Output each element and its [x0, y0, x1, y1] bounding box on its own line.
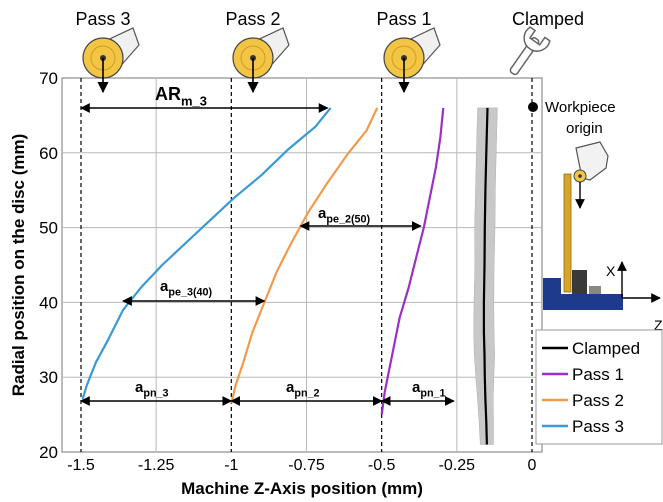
series-line-pass-1 — [380, 107, 445, 415]
y-axis-title: Radial position on the disc (mm) — [9, 134, 28, 397]
series-line-pass-2 — [230, 107, 379, 404]
z-direction-label: Z — [654, 317, 663, 333]
x-axis-title: Machine Z-Axis position (mm) — [181, 479, 423, 498]
x-tick-labels: -1.5 -1.25 -1 -0.75 -0.5 -0.25 0 — [67, 457, 536, 474]
tool-label-pass-3: Pass 3 — [75, 9, 130, 29]
machine-table — [543, 294, 623, 310]
clamped-variation-band — [473, 107, 498, 445]
y-tick-label: 40 — [39, 293, 58, 312]
legend-label: Clamped — [572, 339, 640, 358]
y-tick-label: 70 — [39, 69, 58, 88]
x-tick-label: -0.5 — [368, 457, 396, 474]
x-direction-label: X — [606, 263, 616, 279]
legend-label: Pass 3 — [572, 417, 624, 436]
series-line-pass-3 — [81, 107, 332, 400]
series-line-clamped — [482, 107, 489, 445]
dimension-label-a_pn_1: apn_1 — [412, 379, 446, 400]
x-tick-label: -1.25 — [138, 457, 175, 474]
tool-icon-pass-2 — [232, 27, 290, 94]
tool-label-pass-2: Pass 2 — [225, 9, 280, 29]
dimension-label-a_pe_2_50: ape_2(50) — [318, 205, 371, 226]
dimension-label-ar_m_3: ARm_3 — [155, 84, 207, 108]
tool-label-pass-1: Pass 1 — [376, 9, 431, 29]
machine-schematic: X Z — [543, 141, 663, 333]
y-tick-label: 30 — [39, 368, 58, 387]
dimension-annotations: ARm_3 ape_2(50) ape_3(40) apn_3 apn_2 apn_1 — [80, 84, 455, 406]
plot-frame — [61, 77, 543, 453]
dimension-label-a_pn_3: apn_3 — [135, 379, 169, 400]
tools — [82, 27, 441, 94]
workpiece-label-line2: origin — [566, 120, 603, 137]
y-tick-label: 20 — [39, 443, 58, 462]
y-tick-label: 60 — [39, 144, 58, 163]
wrench-icon — [509, 26, 551, 76]
series-lines — [81, 107, 489, 445]
legend-label: Pass 1 — [572, 365, 624, 384]
x-tick-label: 0 — [528, 457, 537, 474]
x-tick-label: -1.5 — [67, 457, 95, 474]
clamp-block — [572, 270, 587, 294]
legend: Clamped Pass 1 Pass 2 Pass 3 — [535, 329, 663, 445]
pass-reference-lines — [80, 78, 533, 452]
tool-icon-pass-1 — [383, 27, 441, 94]
workpiece-origin-marker — [528, 102, 538, 112]
tool-label-clamped: Clamped — [512, 9, 584, 29]
workpiece-label-line1: Workpiece — [545, 99, 616, 116]
legend-label: Pass 2 — [572, 391, 624, 410]
tool-icon-pass-3 — [82, 27, 140, 94]
x-tick-label: -1 — [224, 457, 238, 474]
x-tick-label: -0.75 — [288, 457, 325, 474]
dimension-label-a_pn_2: apn_2 — [286, 379, 320, 400]
dimension-label-a_pe_3_40: ape_3(40) — [160, 278, 213, 299]
disc-workpiece — [563, 173, 572, 293]
y-tick-label: 50 — [39, 219, 58, 238]
y-tick-labels: 20 30 40 50 60 70 — [39, 69, 58, 462]
x-tick-label: -0.25 — [439, 457, 476, 474]
